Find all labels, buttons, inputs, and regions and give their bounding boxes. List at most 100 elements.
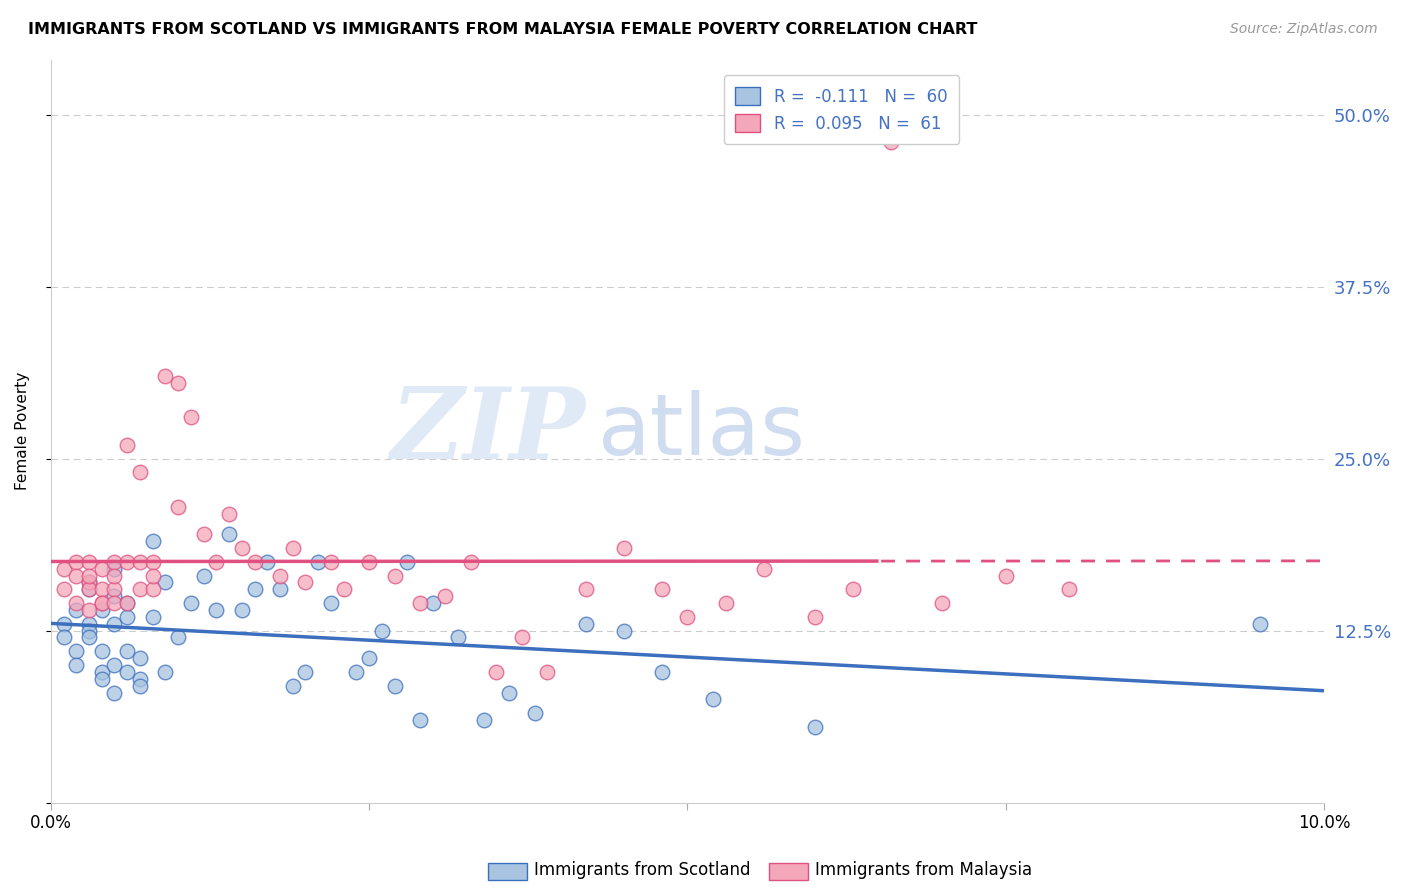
Point: [1059, 582, 1081, 597]
Point: [65, 555, 87, 569]
Point: [994, 568, 1017, 582]
Point: [90, 582, 112, 597]
Point: [472, 713, 495, 727]
Point: [103, 555, 125, 569]
Point: [65, 568, 87, 582]
Point: [142, 555, 165, 569]
Point: [129, 651, 152, 665]
Point: [409, 596, 432, 610]
Point: [115, 596, 138, 610]
Point: [90, 672, 112, 686]
Point: [307, 555, 329, 569]
Point: [931, 596, 953, 610]
Point: [702, 692, 724, 706]
Point: [651, 582, 673, 597]
Point: [422, 596, 444, 610]
Point: [103, 568, 125, 582]
Point: [115, 555, 138, 569]
Point: [205, 555, 228, 569]
Point: [613, 624, 636, 638]
Legend: R =  -0.111   N =  60, R =  0.095   N =  61: R = -0.111 N = 60, R = 0.095 N = 61: [724, 75, 959, 145]
Point: [77, 568, 100, 582]
Point: [52, 616, 75, 631]
Point: [371, 624, 394, 638]
Point: [103, 658, 125, 673]
Point: [359, 555, 381, 569]
Point: [803, 720, 825, 734]
Point: [485, 665, 508, 679]
Point: [142, 568, 165, 582]
Point: [142, 534, 165, 549]
Text: Source: ZipAtlas.com: Source: ZipAtlas.com: [1230, 22, 1378, 37]
Point: [269, 568, 291, 582]
Point: [803, 610, 825, 624]
Point: [167, 631, 190, 645]
Point: [77, 603, 100, 617]
Point: [155, 369, 177, 384]
Point: [294, 665, 316, 679]
Point: [434, 589, 457, 603]
Point: [129, 555, 152, 569]
Point: [129, 679, 152, 693]
Point: [269, 582, 291, 597]
Point: [880, 135, 903, 149]
Point: [103, 582, 125, 597]
Point: [77, 624, 100, 638]
Point: [243, 555, 266, 569]
Point: [536, 665, 558, 679]
Point: [167, 376, 190, 390]
Point: [384, 568, 406, 582]
Point: [115, 644, 138, 658]
Point: [103, 589, 125, 603]
Point: [332, 582, 354, 597]
Point: [510, 631, 533, 645]
Point: [842, 582, 865, 597]
Text: Immigrants from Malaysia: Immigrants from Malaysia: [815, 861, 1032, 879]
Point: [460, 555, 482, 569]
Point: [103, 562, 125, 576]
Point: [231, 603, 253, 617]
Point: [281, 541, 304, 555]
Text: atlas: atlas: [599, 390, 806, 473]
Point: [447, 631, 470, 645]
Point: [115, 610, 138, 624]
Point: [155, 575, 177, 590]
Point: [90, 665, 112, 679]
Point: [294, 575, 316, 590]
Point: [115, 596, 138, 610]
Point: [281, 679, 304, 693]
Point: [65, 658, 87, 673]
Point: [319, 555, 342, 569]
Point: [218, 507, 240, 521]
Point: [676, 610, 699, 624]
Point: [65, 596, 87, 610]
Point: [752, 562, 775, 576]
Point: [243, 582, 266, 597]
Point: [65, 644, 87, 658]
Point: [218, 527, 240, 541]
Point: [193, 568, 215, 582]
Point: [52, 631, 75, 645]
Point: [77, 616, 100, 631]
Point: [77, 575, 100, 590]
Point: [651, 665, 673, 679]
Point: [319, 596, 342, 610]
Text: IMMIGRANTS FROM SCOTLAND VS IMMIGRANTS FROM MALAYSIA FEMALE POVERTY CORRELATION : IMMIGRANTS FROM SCOTLAND VS IMMIGRANTS F…: [28, 22, 977, 37]
Point: [396, 555, 419, 569]
Point: [574, 616, 596, 631]
Point: [256, 555, 278, 569]
Y-axis label: Female Poverty: Female Poverty: [15, 372, 30, 491]
Point: [205, 603, 228, 617]
Point: [52, 562, 75, 576]
Point: [155, 665, 177, 679]
Point: [498, 685, 520, 699]
Point: [359, 651, 381, 665]
Point: [77, 575, 100, 590]
Point: [90, 562, 112, 576]
Point: [115, 438, 138, 452]
Point: [103, 616, 125, 631]
Point: [523, 706, 546, 721]
Point: [180, 410, 202, 425]
Point: [613, 541, 636, 555]
Point: [90, 644, 112, 658]
